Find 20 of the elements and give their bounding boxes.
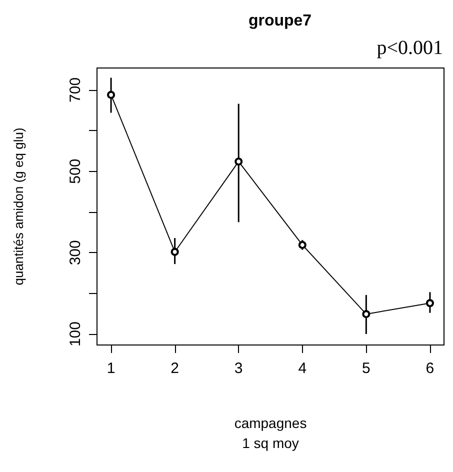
x-axis-title: campagnes 1 sq moy [234,415,307,451]
x-tick-label: 5 [362,360,370,377]
x-tick-label: 1 [106,360,116,377]
text: p<0.001 [376,37,443,59]
y-tick-label: 700 [67,77,84,102]
x-tick-label: 6 [426,360,434,377]
point [234,158,243,166]
point [426,299,434,308]
point [362,310,370,318]
chart-title: groupe7 [248,12,312,30]
point [298,240,306,249]
y-tick-label: 300 [67,240,84,266]
y-tick-label: 100 [67,322,84,347]
x-tick-label: 4 [298,360,307,377]
x-tick-label: 3 [234,360,243,377]
y-tick-label: 500 [67,158,84,184]
y-axis-title: quantités amidon (g eq glu) [11,128,26,286]
x-tick-label: 2 [170,360,179,377]
point [107,90,116,99]
point [170,248,179,256]
